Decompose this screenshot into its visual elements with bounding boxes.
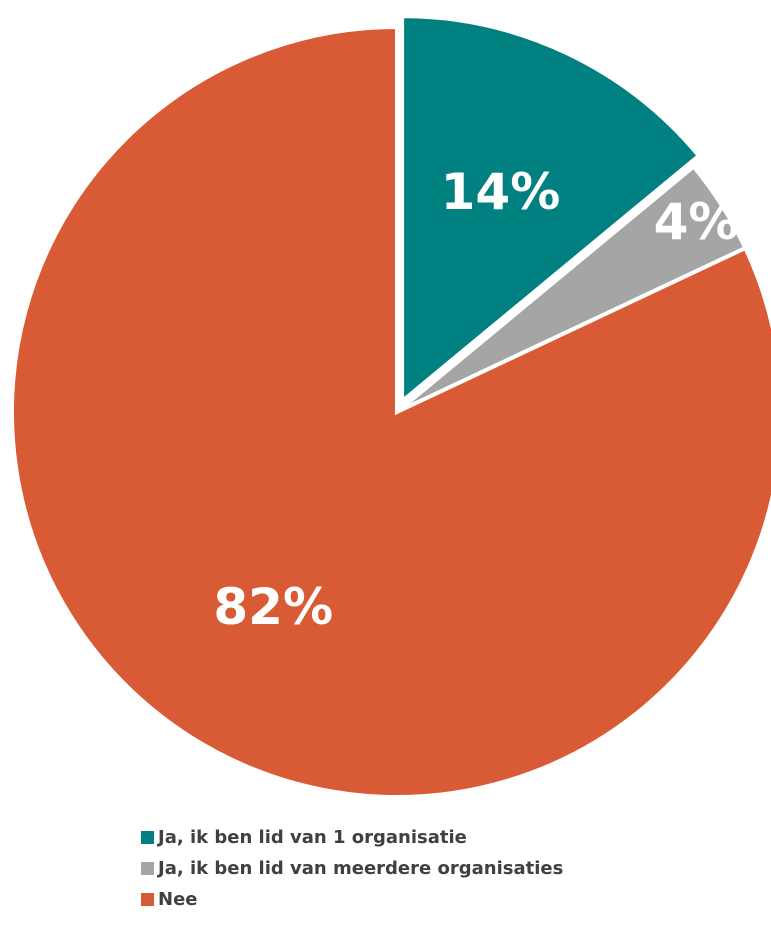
pie-slice-0 [400,14,702,406]
legend-item-lid-1-organisatie: Ja, ik ben lid van 1 organisatie [141,822,563,853]
legend-swatch [141,831,154,844]
pie-data-label-0: 14% [441,163,561,221]
pie-slices [10,14,771,799]
legend-label: Ja, ik ben lid van 1 organisatie [158,827,467,848]
legend-swatch [141,893,154,906]
legend-label: Ja, ik ben lid van meerdere organisaties [158,858,564,879]
pie-data-labels: 14% 4% 82% [213,163,738,636]
pie-data-label-1: 4% [654,193,739,251]
legend: Ja, ik ben lid van 1 organisatie Ja, ik … [141,822,563,915]
legend-swatch [141,862,154,875]
pie-data-label-2: 82% [213,578,333,636]
legend-item-nee: Nee [141,884,563,915]
pie-chart: 14% 4% 82% [10,14,771,799]
legend-label: Nee [158,889,198,910]
pie-slice-2 [10,24,771,799]
legend-item-lid-meerdere-organisaties: Ja, ik ben lid van meerdere organisaties [141,853,563,884]
